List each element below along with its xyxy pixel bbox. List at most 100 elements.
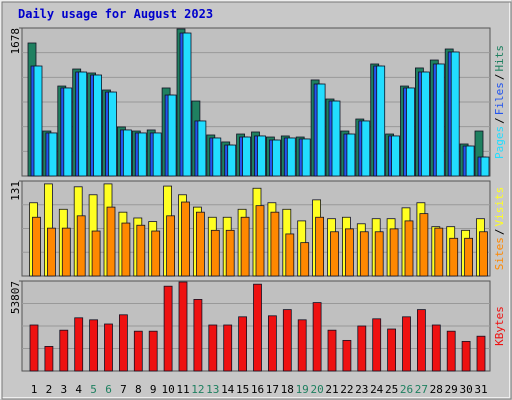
bar xyxy=(419,213,429,277)
bar xyxy=(391,135,401,177)
x-tick-label: 23 xyxy=(355,383,368,396)
bar xyxy=(136,224,146,277)
bar xyxy=(63,87,73,177)
bar xyxy=(240,216,250,277)
legend-separator: / xyxy=(493,74,506,81)
legend: Pages/Files/Hits xyxy=(493,45,506,159)
bar xyxy=(315,216,325,277)
bar xyxy=(123,129,132,177)
bar xyxy=(357,325,367,372)
bar xyxy=(282,309,292,372)
legend: KBytes xyxy=(493,306,506,346)
bar xyxy=(461,340,471,372)
bar xyxy=(271,139,281,177)
bar xyxy=(47,227,56,277)
bar xyxy=(61,227,71,277)
legend-separator: / xyxy=(493,229,506,236)
bar xyxy=(297,319,307,372)
bar xyxy=(44,346,54,372)
bar xyxy=(255,205,265,277)
bar xyxy=(387,328,397,372)
bar xyxy=(434,227,444,277)
bar xyxy=(327,329,337,372)
x-tick-label: 20 xyxy=(310,383,323,396)
bar xyxy=(119,314,128,372)
y-tick-label: 1678 xyxy=(9,28,22,55)
bar xyxy=(465,145,475,177)
bar xyxy=(449,237,459,277)
legend-entry: Hits xyxy=(493,45,506,72)
bar xyxy=(446,330,456,372)
x-tick-label: 12 xyxy=(191,383,204,396)
bar xyxy=(121,222,131,277)
x-tick-label: 9 xyxy=(150,383,157,396)
bar xyxy=(181,201,190,277)
bar xyxy=(167,94,177,177)
bar xyxy=(163,285,173,372)
bar xyxy=(476,335,486,372)
bar xyxy=(402,316,411,372)
bar xyxy=(210,229,220,277)
bar xyxy=(178,281,188,372)
bar xyxy=(342,339,352,372)
bar xyxy=(225,229,235,277)
bar xyxy=(286,137,296,177)
bar xyxy=(59,329,69,372)
bar xyxy=(344,228,354,277)
bar xyxy=(148,330,158,372)
bar xyxy=(238,316,248,372)
bar xyxy=(253,283,262,372)
x-tick-label: 21 xyxy=(325,383,338,396)
x-tick-label: 19 xyxy=(296,383,309,396)
bar xyxy=(267,315,277,372)
bar xyxy=(346,133,356,177)
x-tick-label: 29 xyxy=(445,383,458,396)
bar xyxy=(404,220,414,277)
bar xyxy=(106,206,116,277)
bar xyxy=(93,74,102,177)
y-tick-label: 131 xyxy=(9,181,22,201)
x-tick-label: 18 xyxy=(281,383,294,396)
bar xyxy=(227,144,237,177)
x-tick-label: 27 xyxy=(415,383,428,396)
bar xyxy=(376,65,386,177)
bar xyxy=(331,100,341,177)
bar xyxy=(361,120,371,177)
bar xyxy=(416,309,426,372)
bar xyxy=(479,231,488,277)
legend-entry: KBytes xyxy=(493,306,506,346)
x-tick-label: 7 xyxy=(120,383,127,396)
chart-title: Daily usage for August 2023 xyxy=(18,7,213,21)
bar xyxy=(76,215,86,277)
bar xyxy=(166,215,176,277)
x-tick-label: 5 xyxy=(90,383,97,396)
bar xyxy=(182,32,192,177)
bar xyxy=(104,323,113,372)
bar xyxy=(464,237,474,277)
bar xyxy=(389,228,399,277)
legend-entry: Sites xyxy=(493,237,506,270)
bar xyxy=(193,299,203,372)
bar xyxy=(431,324,441,372)
bar xyxy=(91,230,101,277)
legend-entry: Files xyxy=(493,82,506,115)
x-tick-label: 3 xyxy=(60,383,67,396)
bar xyxy=(29,324,39,372)
y-tick-label: 53807 xyxy=(9,281,22,314)
bar xyxy=(270,211,280,277)
legend-separator: / xyxy=(493,117,506,124)
bar xyxy=(152,132,162,177)
legend-entry: Pages xyxy=(493,126,506,159)
bar xyxy=(316,83,326,177)
x-tick-label: 13 xyxy=(206,383,219,396)
bar xyxy=(137,132,147,177)
bar xyxy=(89,319,98,372)
bar xyxy=(300,242,310,277)
x-tick-label: 16 xyxy=(251,383,264,396)
legend: Sites/ Visits xyxy=(493,187,506,271)
bar xyxy=(450,51,460,177)
bar xyxy=(372,318,382,372)
